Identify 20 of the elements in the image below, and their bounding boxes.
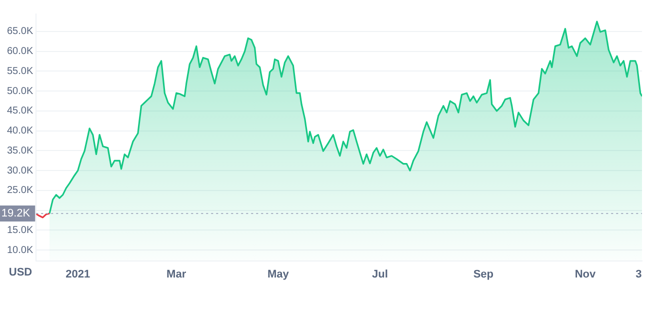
x-tick-label: Sep — [473, 268, 494, 280]
y-tick-label: 55.0K — [6, 66, 34, 77]
x-tick-label: Nov — [574, 268, 597, 280]
x-tick-label: Jul — [372, 268, 388, 280]
y-tick-label: 45.0K — [6, 106, 34, 117]
y-tick-label: 30.0K — [6, 165, 34, 176]
x-tick-label: May — [267, 268, 290, 280]
y-tick-label: 15.0K — [6, 224, 34, 236]
x-tick-label: 3 — [636, 268, 642, 280]
y-tick-label: 10.0K — [6, 244, 34, 256]
y-tick-label: 65.0K — [6, 26, 34, 38]
y-tick-label: 25.0K — [6, 185, 34, 196]
x-tick-label: Mar — [166, 268, 187, 280]
y-tick-label: 40.0K — [6, 126, 34, 137]
y-tick-label: 35.0K — [6, 145, 34, 156]
x-tick-label: 2021 — [66, 268, 90, 280]
y-tick-label: 50.0K — [6, 86, 34, 97]
y-axis-title: USD — [8, 266, 32, 278]
y-tick-label: 60.0K — [6, 46, 34, 58]
ref-line-label: 19.2K — [1, 208, 31, 220]
